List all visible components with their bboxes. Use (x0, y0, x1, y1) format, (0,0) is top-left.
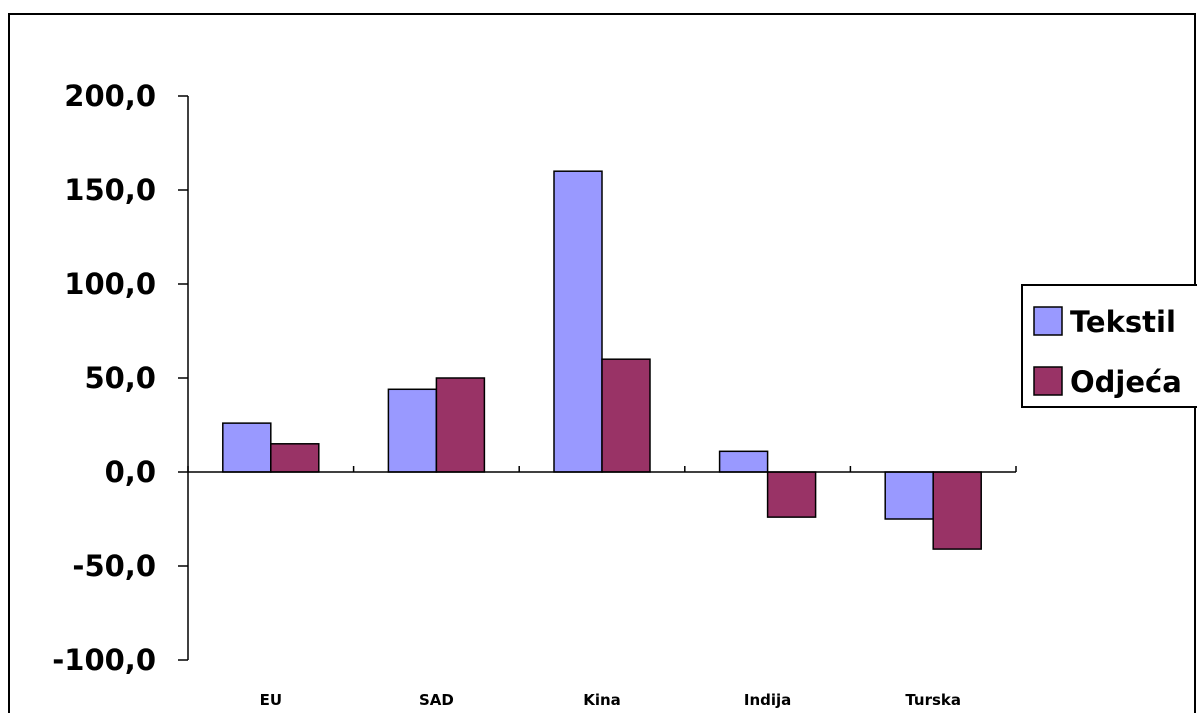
bar-odje-a-kina (601, 358, 651, 473)
x-axis: EU SAD Kina Indija Turska (187, 466, 1017, 709)
legend-swatch-odje-a (1033, 366, 1063, 396)
y-axis: -100,0 -50,0 0,0 50,0 100,0 150,0 200,0 (52, 79, 189, 677)
legend-label: Tekstil (1070, 305, 1176, 339)
y-tick-label: 100,0 (64, 267, 156, 301)
bar-tekstil-kina (553, 170, 603, 473)
y-tick-label: -100,0 (52, 643, 156, 677)
bar-tekstil-sad (387, 388, 438, 473)
bar-tekstil-indija (718, 450, 769, 473)
bar-odje-a-eu (270, 443, 320, 473)
legend: Tekstil Odjeća (1021, 284, 1197, 408)
bar-tekstil-turska (884, 471, 934, 520)
legend-label: Odjeća (1070, 365, 1182, 399)
y-tick-label: 200,0 (64, 79, 156, 113)
x-tick-label: Indija (744, 691, 791, 709)
bar-odje-a-sad (435, 377, 486, 473)
x-tick-label: Turska (905, 691, 961, 709)
y-tick-label: 150,0 (64, 173, 156, 207)
x-tick-label: EU (260, 691, 282, 709)
x-tick-label: SAD (419, 691, 454, 709)
legend-swatch-tekstil (1033, 306, 1063, 336)
bar-odje-a-turska (932, 471, 982, 550)
bar-tekstil-eu (222, 422, 272, 473)
y-tick-label: -50,0 (72, 549, 156, 583)
y-tick-label: 50,0 (84, 361, 156, 395)
x-tick-label: Kina (583, 691, 621, 709)
bar-odje-a-indija (766, 471, 817, 518)
y-tick-label: 0,0 (105, 455, 156, 489)
